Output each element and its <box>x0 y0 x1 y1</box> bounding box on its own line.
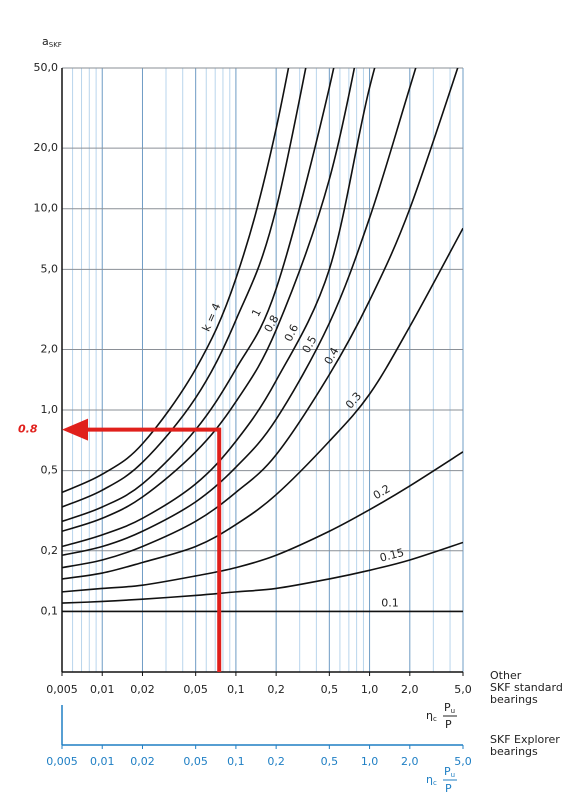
y-tick-label: 2,0 <box>41 342 59 355</box>
x-label-factor: ηc <box>426 773 437 787</box>
y-tick-label: 0,2 <box>41 544 59 557</box>
x-label-factor-main: η <box>426 709 433 722</box>
x-tick-label: 5,0 <box>454 683 472 696</box>
curve-label: 0.15 <box>378 546 405 565</box>
curve <box>62 68 459 569</box>
x-label-factor-sub: c <box>433 779 437 787</box>
x-tick-label: 0,5 <box>321 683 339 696</box>
x-tick-label: 0,05 <box>183 683 208 696</box>
y-title-main: a <box>42 35 49 48</box>
y-tick-label: 0,1 <box>41 604 59 617</box>
curve <box>62 68 307 508</box>
y-tick-label: 10,0 <box>34 202 59 215</box>
x-label-den: P <box>445 782 452 795</box>
x-tick-label: 0,1 <box>227 683 245 696</box>
curve <box>62 227 463 580</box>
x2-tick-label: 0,2 <box>267 755 285 768</box>
x2-tick-label: 1,0 <box>361 755 379 768</box>
axis-name: Other <box>490 669 522 682</box>
x2-tick-label: 0,02 <box>130 755 155 768</box>
x-label-num-sub: u <box>451 707 455 715</box>
y-title-sub: SKF <box>49 41 62 49</box>
curve <box>62 68 417 557</box>
annotation-label: 0.8 <box>18 423 38 436</box>
curve <box>62 68 335 523</box>
y-tick-label: 5,0 <box>41 262 59 275</box>
y-tick-label: 20,0 <box>34 141 59 154</box>
y-axis-title: aSKF <box>42 35 62 49</box>
x2-tick-label: 0,01 <box>90 755 115 768</box>
curve <box>62 68 290 494</box>
curve-label: 0.4 <box>322 345 342 367</box>
annotation-arrowhead <box>62 418 88 441</box>
x2-tick-label: 0,1 <box>227 755 245 768</box>
curve <box>62 68 356 533</box>
x-tick-label: 0,02 <box>130 683 155 696</box>
curve <box>62 68 376 548</box>
curve-label: k = 4 <box>200 301 224 333</box>
axis-name: SKF standard <box>490 681 563 694</box>
x-label-num-sub: u <box>451 771 455 779</box>
x-label-factor-sub: c <box>433 715 437 723</box>
x-tick-label: 0,2 <box>267 683 285 696</box>
x2-tick-label: 0,5 <box>321 755 339 768</box>
axis-name: bearings <box>490 745 538 758</box>
y-tick-label: 50,0 <box>34 61 59 74</box>
axis-name: bearings <box>490 693 538 706</box>
axis-name: SKF Explorer <box>490 733 560 746</box>
x-tick-label: 2,0 <box>401 683 419 696</box>
x-tick-label: 0,01 <box>90 683 115 696</box>
x-label-num: Pu <box>444 765 455 779</box>
x-label-num-main: P <box>444 701 451 714</box>
x-tick-label: 1,0 <box>361 683 379 696</box>
curve-label: 1 <box>249 307 264 319</box>
x2-tick-label: 5,0 <box>454 755 472 768</box>
x-label-factor: ηc <box>426 709 437 723</box>
x-label-num: Pu <box>444 701 455 715</box>
x2-tick-label: 0,05 <box>183 755 208 768</box>
curve <box>62 451 463 593</box>
x2-tick-label: 2,0 <box>401 755 419 768</box>
curve <box>62 541 463 604</box>
x-tick-label: 0,005 <box>46 683 78 696</box>
x-label-den: P <box>445 718 452 731</box>
annotation-arrow-line <box>86 427 222 672</box>
curve-label: 0.3 <box>343 390 364 412</box>
y-tick-label: 0,5 <box>41 464 59 477</box>
x2-tick-label: 0,005 <box>46 755 78 768</box>
x-label-factor-main: η <box>426 773 433 786</box>
curve-label: 0.8 <box>262 313 282 335</box>
curve-label: 0.1 <box>381 596 399 609</box>
y-tick-label: 1,0 <box>41 403 59 416</box>
x-label-num-main: P <box>444 765 451 778</box>
curves <box>62 68 463 613</box>
